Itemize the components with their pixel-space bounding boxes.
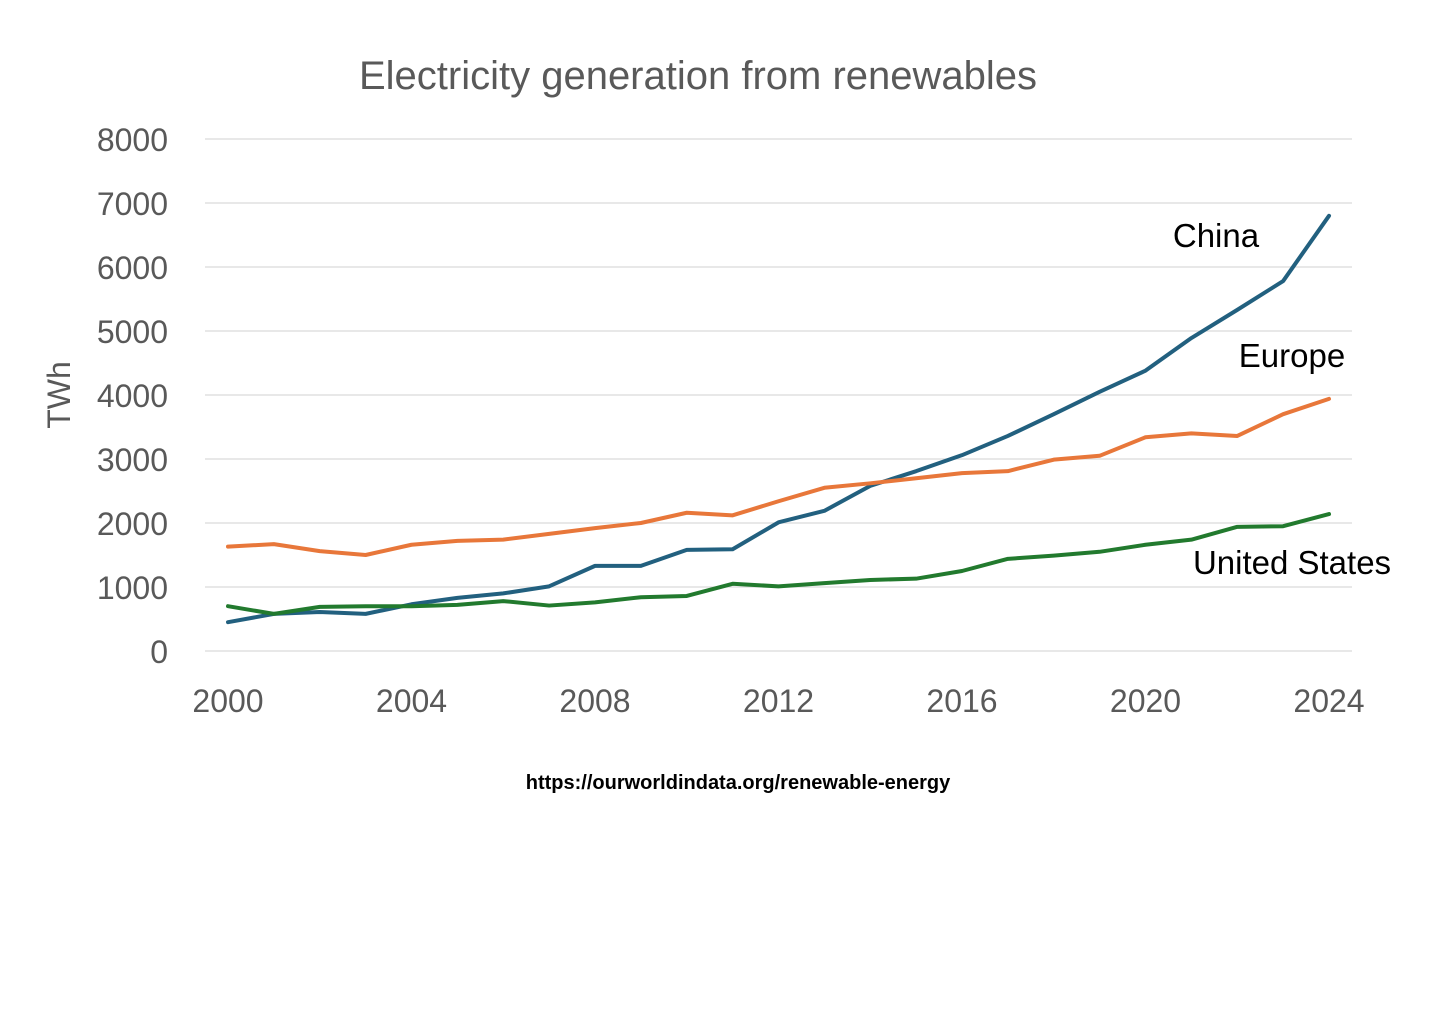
series-label: United States xyxy=(1193,544,1391,581)
y-axis-label: TWh xyxy=(41,361,77,429)
chart-title: Electricity generation from renewables xyxy=(359,54,1037,98)
y-tick-label: 7000 xyxy=(97,186,168,222)
series-line-europe xyxy=(226,396,1331,557)
series-line-china xyxy=(226,213,1331,625)
x-tick-label: 2016 xyxy=(926,683,997,719)
y-tick-label: 4000 xyxy=(97,378,168,414)
x-tick-label: 2004 xyxy=(376,683,447,719)
y-tick-label: 3000 xyxy=(97,442,168,478)
series-label: Europe xyxy=(1239,337,1345,374)
y-tick-label: 6000 xyxy=(97,250,168,286)
source-url[interactable]: https://ourworldindata.org/renewable-ene… xyxy=(525,772,951,794)
x-tick-label: 2000 xyxy=(192,683,263,719)
y-tick-label: 5000 xyxy=(97,314,168,350)
series-line-united-states xyxy=(226,512,1331,616)
x-tick-label: 2012 xyxy=(743,683,814,719)
y-tick-label: 8000 xyxy=(97,122,168,158)
y-tick-label: 1000 xyxy=(97,570,168,606)
y-tick-label: 2000 xyxy=(97,506,168,542)
series-label: China xyxy=(1173,217,1260,254)
y-tick-label: 0 xyxy=(150,634,168,670)
x-tick-label: 2020 xyxy=(1110,683,1181,719)
x-tick-label: 2024 xyxy=(1293,683,1364,719)
x-tick-label: 2008 xyxy=(559,683,630,719)
